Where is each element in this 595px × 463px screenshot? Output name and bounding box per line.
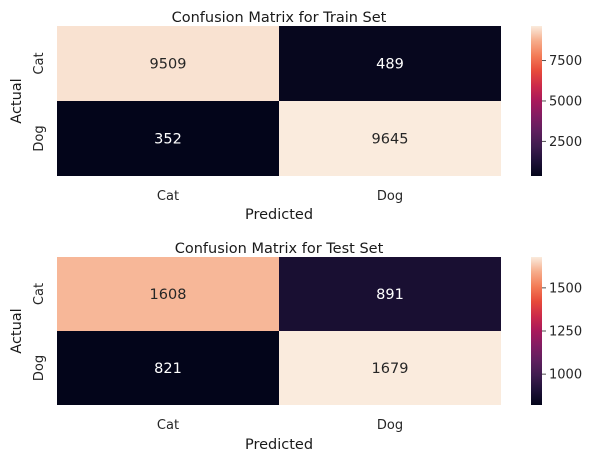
- colorbar: [531, 257, 542, 405]
- x-axis-label: Predicted: [245, 207, 313, 223]
- y-tick-label: Cat: [32, 52, 47, 74]
- colorbar-tick-label: 5000: [549, 94, 582, 109]
- y-tick-label: Cat: [32, 283, 47, 305]
- x-tick-label: Dog: [377, 418, 403, 433]
- cell-value: 9645: [372, 132, 409, 148]
- heatmap-cell: [279, 101, 501, 176]
- x-tick-label: Cat: [157, 418, 179, 433]
- colorbar-tick-label: 1000: [549, 368, 582, 383]
- cell-value: 352: [154, 132, 182, 148]
- heatmap-cell: [57, 331, 279, 405]
- x-tick-label: Dog: [377, 189, 403, 204]
- y-axis-label: Actual: [9, 308, 25, 353]
- cell-value: 1608: [150, 287, 187, 303]
- x-axis-label: Predicted: [245, 437, 313, 453]
- heatmap-cell: [57, 101, 279, 176]
- chart-title: Confusion Matrix for Train Set: [172, 10, 387, 26]
- heatmap-cell: [279, 26, 501, 101]
- heatmap-cell: [57, 26, 279, 101]
- heatmap-cell: [279, 257, 501, 331]
- cell-value: 891: [376, 287, 404, 303]
- chart-title: Confusion Matrix for Test Set: [175, 241, 384, 257]
- colorbar-tick-label: 1500: [549, 281, 582, 296]
- y-tick-label: Dog: [32, 355, 47, 381]
- cell-value: 489: [376, 57, 404, 73]
- colorbar: [531, 26, 542, 176]
- y-axis-label: Actual: [9, 78, 25, 123]
- colorbar-tick-label: 1250: [549, 325, 582, 340]
- colorbar-tick-label: 7500: [549, 54, 582, 69]
- heatmap-cell: [57, 257, 279, 331]
- cell-value: 821: [154, 361, 182, 377]
- y-tick-label: Dog: [32, 125, 47, 151]
- x-tick-label: Cat: [157, 189, 179, 204]
- cell-value: 1679: [372, 361, 409, 377]
- cell-value: 9509: [150, 57, 187, 73]
- colorbar-tick-label: 2500: [549, 135, 582, 150]
- heatmap-cell: [279, 331, 501, 405]
